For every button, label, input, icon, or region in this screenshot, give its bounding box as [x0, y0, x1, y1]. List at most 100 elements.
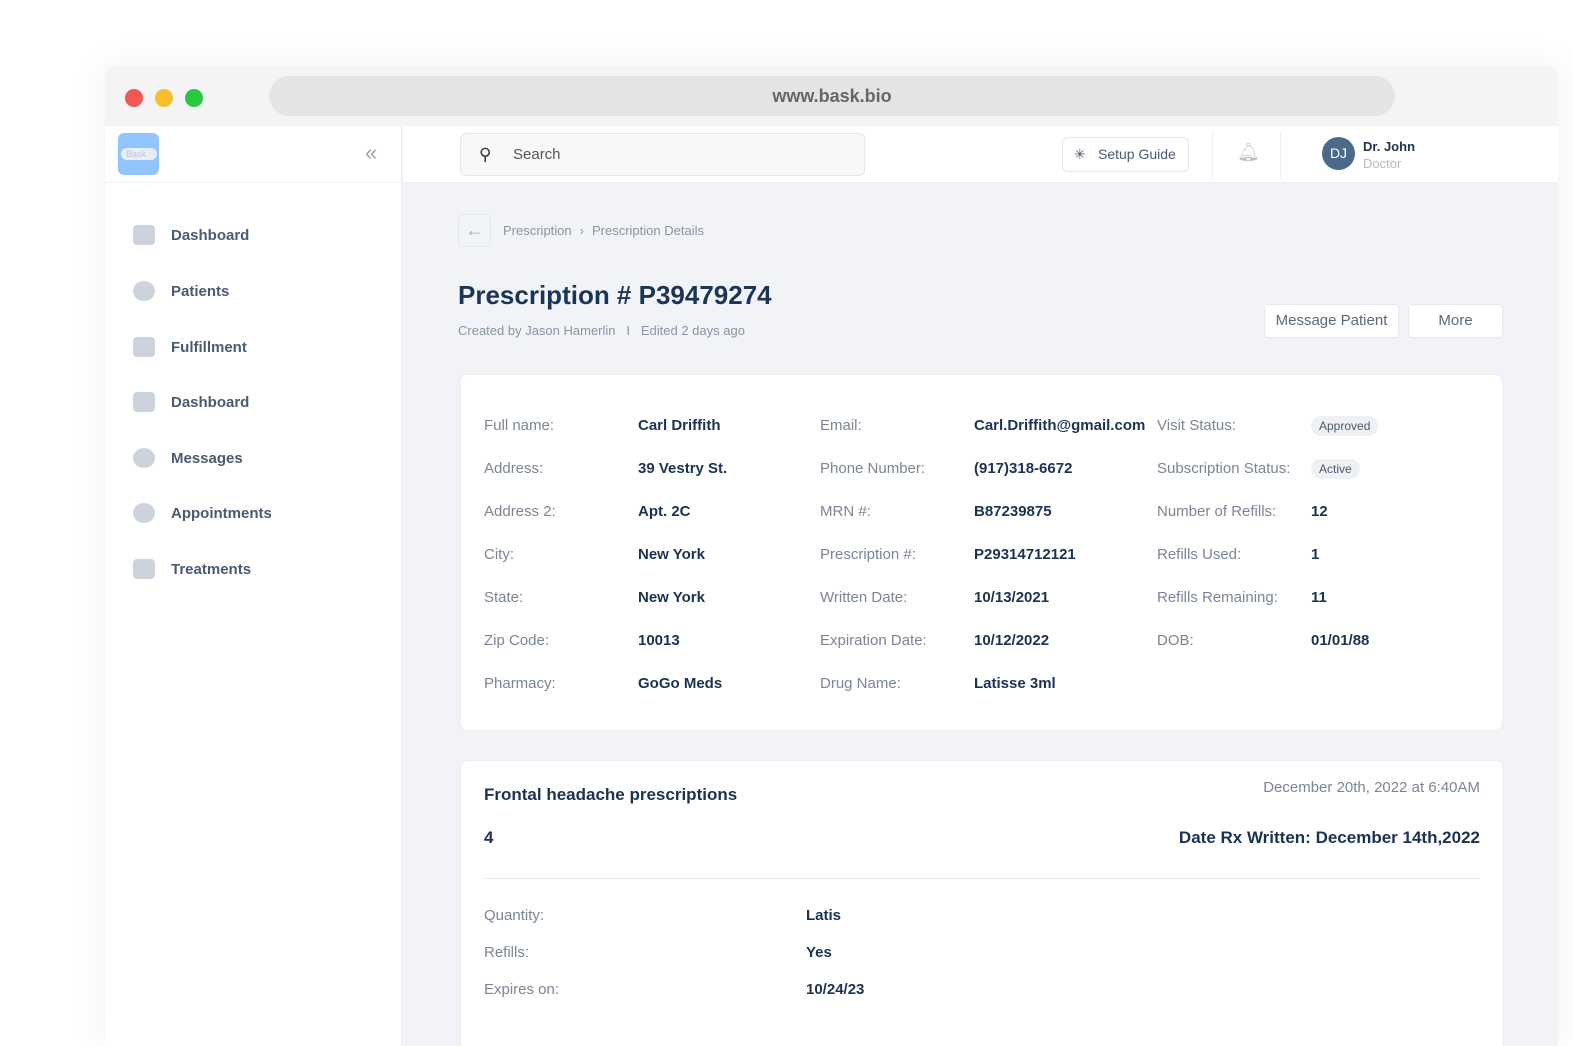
refills-value: Yes	[806, 944, 832, 961]
top-header: ⚲ Search ✳ Setup Guide 🔔︎ DJ Dr. John Doct…	[403, 126, 1558, 183]
user-icon	[133, 281, 155, 301]
field-label: DOB:	[1157, 632, 1194, 649]
avatar[interactable]: DJ	[1322, 137, 1355, 170]
back-button[interactable]: ←	[458, 214, 491, 247]
search-placeholder: Search	[513, 146, 561, 163]
nav-label: Patients	[171, 282, 230, 300]
bask-logo[interactable]: Bask	[118, 133, 159, 175]
field-label: City:	[484, 546, 514, 563]
sidebar-item-fulfillment[interactable]: Fulfillment	[133, 337, 247, 357]
nav-label: Appointments	[171, 504, 272, 522]
expires-label: Expires on:	[484, 981, 560, 998]
field-label: Address:	[484, 460, 544, 477]
field-label: Full name:	[484, 417, 555, 434]
nav-label: Dashboard	[171, 393, 250, 411]
user-role: Doctor	[1363, 156, 1402, 171]
maximize-window-button[interactable]	[185, 89, 203, 107]
close-window-button[interactable]	[125, 89, 143, 107]
search-icon: ⚲	[479, 145, 492, 164]
edited-time: Edited 2 days ago	[640, 323, 745, 338]
sidebar-item-patients[interactable]: Patients	[133, 281, 229, 301]
field-value: P29314712121	[974, 546, 1076, 563]
status-badge: Active	[1311, 459, 1360, 479]
setup-guide-button[interactable]: ✳ Setup Guide	[1062, 137, 1189, 172]
field-label: MRN #:	[820, 503, 871, 520]
field-label: Visit Status:	[1157, 417, 1236, 434]
patient-details-card: Full name: Carl Driffith Email: Carl.Driffi…	[460, 374, 1503, 731]
field-value: 11	[1311, 589, 1327, 606]
rx-title: Frontal headache prescriptions	[484, 785, 738, 804]
quantity-value: Latis	[806, 907, 842, 924]
field-value: 01/01/88	[1311, 632, 1370, 649]
browser-window: www.bask.bio Bask « Dashboard Patients F…	[105, 66, 1558, 1046]
rx-date-written: Date Rx Written: December 14th,2022	[1178, 828, 1480, 847]
field-value: 10/13/2021	[974, 589, 1050, 606]
field-value: Apt. 2C	[638, 503, 691, 520]
field-value: 10013	[638, 632, 680, 649]
expires-value: 10/24/23	[806, 981, 865, 998]
user-name: Dr. John	[1363, 139, 1416, 154]
field-label: Refills Used:	[1157, 546, 1242, 563]
field-label: Drug Name:	[820, 675, 901, 692]
divider	[1280, 131, 1281, 178]
rx-timestamp: December 20th, 2022 at 6:40AM	[1263, 779, 1480, 796]
nav-label: Treatments	[171, 560, 252, 578]
field-label: Zip Code:	[484, 632, 550, 649]
inbox-icon	[133, 337, 155, 357]
divider	[484, 878, 1480, 879]
field-value: 12	[1311, 503, 1328, 520]
browser-chrome: www.bask.bio	[105, 66, 1558, 126]
field-value: 10/12/2022	[974, 632, 1050, 649]
sidebar-item-dashboard-2[interactable]: Dashboard	[133, 392, 249, 412]
field-value: (917)318-6672	[974, 460, 1073, 477]
page-title: Prescription # P39479274	[458, 280, 772, 310]
message-patient-button[interactable]: Message Patient	[1264, 304, 1399, 338]
grid-icon	[133, 392, 155, 412]
field-value: GoGo Meds	[638, 675, 723, 692]
field-label: Pharmacy:	[484, 675, 556, 692]
field-value: Latisse 3ml	[974, 675, 1056, 692]
page-meta: Created by Jason Hamerlin I Edited 2 day…	[458, 323, 745, 338]
field-value: New York	[638, 589, 705, 606]
collapse-sidebar-icon[interactable]: «	[365, 140, 378, 165]
sidebar: Bask « Dashboard Patients Fulfillment Da…	[105, 126, 402, 1046]
divider	[1212, 131, 1213, 178]
rx-count: 4	[484, 828, 494, 847]
search-input[interactable]: ⚲ Search	[460, 133, 865, 176]
sidebar-item-appointments[interactable]: Appointments	[133, 503, 272, 523]
field-value: Carl Driffith	[638, 417, 721, 434]
chevron-right-icon: ›	[579, 223, 584, 238]
field-label: Subscription Status:	[1157, 460, 1291, 477]
logo-text: Bask	[121, 148, 157, 160]
field-label: Prescription #:	[820, 546, 916, 563]
field-value: 39 Vestry St.	[638, 460, 728, 477]
minimize-window-button[interactable]	[155, 89, 173, 107]
field-label: Refills Remaining:	[1157, 589, 1278, 606]
field-label: Written Date:	[820, 589, 908, 606]
nav-label: Messages	[171, 449, 243, 467]
breadcrumb-prescription[interactable]: Prescription	[503, 223, 572, 238]
medical-bag-icon	[133, 559, 155, 579]
sidebar-item-dashboard[interactable]: Dashboard	[133, 225, 249, 245]
breadcrumb: Prescription › Prescription Details	[503, 223, 712, 238]
sidebar-item-messages[interactable]: Messages	[133, 448, 243, 468]
field-value: B87239875	[974, 503, 1052, 520]
setup-guide-label: Setup Guide	[1098, 146, 1176, 162]
bell-icon[interactable]: 🔔︎	[1237, 142, 1260, 162]
address-bar[interactable]: www.bask.bio	[269, 76, 1395, 116]
meta-separator: I	[626, 323, 630, 338]
breadcrumb-current: Prescription Details	[591, 223, 704, 238]
clock-icon	[133, 503, 155, 523]
field-value: 1	[1311, 546, 1320, 563]
field-label: Number of Refills:	[1157, 503, 1277, 520]
sidebar-item-treatments[interactable]: Treatments	[133, 559, 251, 579]
more-button[interactable]: More	[1408, 304, 1503, 338]
nav-label: Dashboard	[171, 226, 250, 244]
field-label: State:	[484, 589, 524, 606]
prescription-card: Frontal headache prescriptions December …	[460, 760, 1503, 1046]
nav-label: Fulfillment	[171, 338, 247, 356]
refills-label: Refills:	[484, 944, 530, 961]
field-label: Expiration Date:	[820, 632, 927, 649]
quantity-label: Quantity:	[484, 907, 545, 924]
created-by: Created by Jason Hamerlin	[458, 323, 616, 338]
